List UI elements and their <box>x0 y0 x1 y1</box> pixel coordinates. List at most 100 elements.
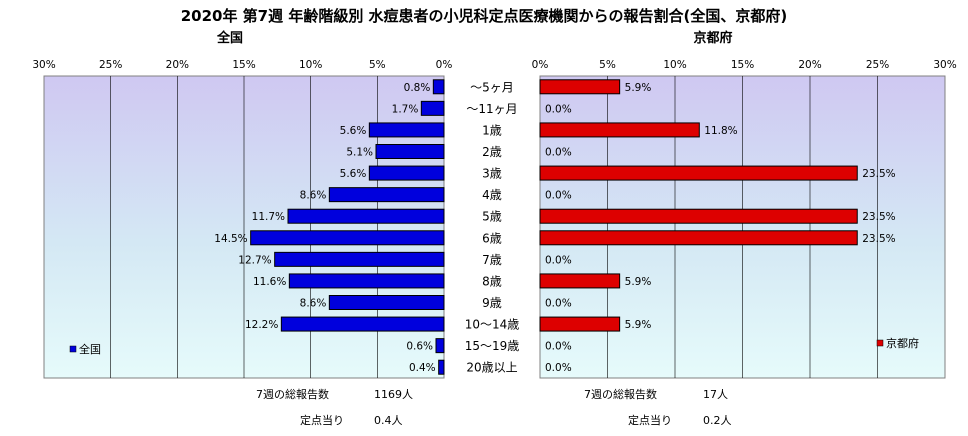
kyoto-value-label: 0.0% <box>545 103 572 115</box>
kyoto-total-value: 17人 <box>703 388 728 401</box>
national-bar <box>280 316 445 332</box>
national-bar <box>274 251 445 267</box>
national-value-label: 11.7% <box>252 211 285 223</box>
category-label: 6歳 <box>482 231 502 245</box>
national-panel-title: 全国 <box>216 30 243 46</box>
national-x-tick-label: 20% <box>166 59 189 71</box>
national-bar <box>368 165 445 181</box>
category-label: 7歳 <box>482 253 502 267</box>
kyoto-value-label: 0.0% <box>545 362 572 374</box>
national-bar <box>287 208 445 224</box>
category-label: 3歳 <box>482 167 502 181</box>
kyoto-x-tick-label: 15% <box>731 59 754 71</box>
national-value-label: 11.6% <box>253 276 286 288</box>
category-label: 8歳 <box>482 274 502 288</box>
national-x-tick-label: 25% <box>99 59 122 71</box>
national-value-label: 0.4% <box>409 362 436 374</box>
kyoto-value-label: 5.9% <box>625 82 652 94</box>
kyoto-x-tick-label: 30% <box>933 59 956 71</box>
national-bar <box>250 230 445 246</box>
national-bar <box>432 79 445 95</box>
national-x-tick-label: 0% <box>436 59 453 71</box>
kyoto-panel-title: 京都府 <box>693 30 732 46</box>
kyoto-value-label: 0.0% <box>545 190 572 202</box>
national-value-label: 0.6% <box>406 341 433 353</box>
national-per-label: 定点当り <box>300 413 344 427</box>
category-label: 15～19歳 <box>465 339 520 353</box>
national-bar <box>435 338 445 354</box>
kyoto-value-label: 5.9% <box>625 276 652 288</box>
national-legend-swatch <box>69 345 77 353</box>
kyoto-value-label: 23.5% <box>862 233 895 245</box>
national-per-value: 0.4人 <box>374 414 403 427</box>
kyoto-value-label: 0.0% <box>545 341 572 353</box>
category-label: 4歳 <box>482 188 502 202</box>
national-legend: 全国 <box>69 342 101 356</box>
kyoto-x-tick-label: 0% <box>532 59 549 71</box>
national-bar <box>420 100 445 116</box>
national-bar <box>328 187 445 203</box>
kyoto-legend: 京都府 <box>876 336 919 350</box>
national-x-tick-label: 10% <box>299 59 322 71</box>
national-value-label: 8.6% <box>300 190 327 202</box>
kyoto-footer: 7週の総報告数 17人 定点当り 0.2人 <box>584 387 732 427</box>
national-total-value: 1169人 <box>374 388 413 401</box>
national-value-label: 12.2% <box>245 319 278 331</box>
national-footer: 7週の総報告数 1169人 定点当り 0.4人 <box>256 387 413 427</box>
category-label: 5歳 <box>482 210 502 224</box>
kyoto-value-label: 0.0% <box>545 298 572 310</box>
kyoto-bar <box>539 165 858 181</box>
kyoto-bar <box>539 273 621 289</box>
kyoto-bar <box>539 122 700 138</box>
national-bar <box>375 144 445 159</box>
national-bar <box>368 122 445 138</box>
national-value-label: 5.6% <box>340 168 367 180</box>
national-total-label: 7週の総報告数 <box>256 387 329 401</box>
national-value-label: 5.1% <box>346 147 373 159</box>
category-label: 10～14歳 <box>465 318 520 332</box>
kyoto-x-tick-label: 10% <box>663 59 686 71</box>
category-label: 2歳 <box>482 145 502 159</box>
national-bar <box>438 359 445 375</box>
national-value-label: 1.7% <box>392 103 419 115</box>
kyoto-value-label: 5.9% <box>625 319 652 331</box>
national-value-label: 14.5% <box>214 233 247 245</box>
national-bar <box>328 295 445 310</box>
kyoto-bar <box>539 208 858 224</box>
kyoto-bar <box>539 230 858 246</box>
category-label: 9歳 <box>482 296 502 310</box>
kyoto-bar <box>539 79 621 95</box>
national-legend-label: 全国 <box>79 342 101 356</box>
chart-title: 2020年 第7週 年齢階級別 水痘患者の小児科定点医療機関からの報告割合(全国… <box>181 7 788 25</box>
kyoto-x-tick-label: 5% <box>599 59 616 71</box>
category-label: ～5ヶ月 <box>470 80 514 94</box>
kyoto-value-label: 23.5% <box>862 211 895 223</box>
kyoto-value-label: 0.0% <box>545 147 572 159</box>
kyoto-total-label: 7週の総報告数 <box>584 387 657 401</box>
national-value-label: 5.6% <box>340 125 367 137</box>
national-bar <box>288 273 445 289</box>
category-label: ～11ヶ月 <box>466 102 517 116</box>
national-value-label: 8.6% <box>300 298 327 310</box>
national-x-tick-label: 15% <box>232 59 255 71</box>
kyoto-legend-label: 京都府 <box>886 336 919 350</box>
national-value-label: 0.8% <box>404 82 431 94</box>
kyoto-bar <box>539 316 621 332</box>
kyoto-per-label: 定点当り <box>628 413 672 427</box>
kyoto-value-label: 0.0% <box>545 254 572 266</box>
category-label: 1歳 <box>482 123 502 137</box>
bars-layer <box>250 79 858 375</box>
labels-layer: 30% 25% 20% 15% 10% 5% 0% 0% 5% 10% 15% 20% 25% 30% 0.… <box>32 59 956 375</box>
category-label: 20歳以上 <box>466 361 517 375</box>
kyoto-x-tick-label: 20% <box>798 59 821 71</box>
national-x-tick-label: 5% <box>369 59 386 71</box>
kyoto-x-tick-label: 25% <box>866 59 889 71</box>
kyoto-value-label: 23.5% <box>862 168 895 180</box>
national-x-tick-label: 30% <box>32 59 55 71</box>
kyoto-value-label: 11.8% <box>704 125 737 137</box>
kyoto-per-value: 0.2人 <box>703 414 732 427</box>
national-value-label: 12.7% <box>238 254 271 266</box>
kyoto-legend-swatch <box>876 339 884 347</box>
